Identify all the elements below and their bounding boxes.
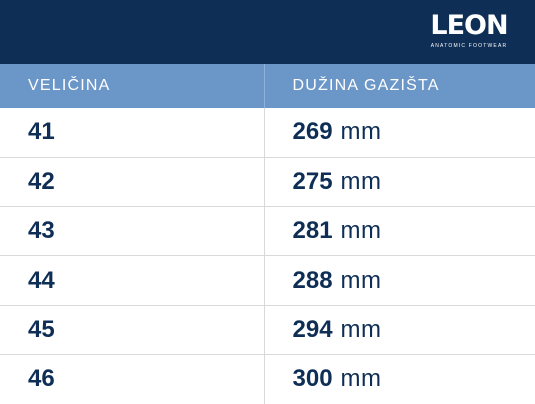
length-value: 269 xyxy=(292,118,333,146)
size-table: VELIČINA DUŽINA GAZIŠTA 41 269 mm 42 275 mm 43… xyxy=(0,64,535,404)
size-cell: 42 xyxy=(0,157,264,208)
length-unit: mm xyxy=(340,365,382,393)
length-unit: mm xyxy=(340,217,382,245)
table-row: 41 269 mm xyxy=(0,108,535,158)
size-cell: 44 xyxy=(0,255,264,306)
size-cell: 41 xyxy=(0,108,264,158)
length-value: 275 xyxy=(292,167,333,195)
length-cell: 269 mm xyxy=(263,108,535,158)
length-cell: 294 mm xyxy=(263,305,535,355)
table-row: 43 281 mm xyxy=(0,206,535,257)
length-unit: mm xyxy=(340,167,382,195)
size-value: 46 xyxy=(28,365,55,393)
length-value: 288 xyxy=(292,266,333,294)
length-cell: 275 mm xyxy=(263,157,535,208)
size-value: 42 xyxy=(28,167,55,195)
length-unit: mm xyxy=(340,315,382,343)
brand-logo: LEON ANATOMIC FOOTWEAR xyxy=(423,12,515,52)
table-row: 46 300 mm xyxy=(0,354,535,404)
brand-tagline: ANATOMIC FOOTWEAR xyxy=(430,43,508,49)
length-value: 281 xyxy=(292,217,333,245)
length-cell: 300 mm xyxy=(263,354,535,404)
length-unit: mm xyxy=(340,266,382,294)
column-header-length: DUŽINA GAZIŠTA xyxy=(263,64,535,108)
size-cell: 43 xyxy=(0,206,264,257)
length-cell: 288 mm xyxy=(263,255,535,306)
table-row: 44 288 mm xyxy=(0,255,535,306)
size-value: 45 xyxy=(28,315,55,343)
page-header: LEON ANATOMIC FOOTWEAR xyxy=(0,0,535,64)
length-value: 300 xyxy=(292,365,333,393)
size-value: 44 xyxy=(28,266,55,294)
table-row: 42 275 mm xyxy=(0,157,535,208)
table-header-row: VELIČINA DUŽINA GAZIŠTA xyxy=(0,64,535,108)
length-unit: mm xyxy=(340,118,382,146)
table-body: 41 269 mm 42 275 mm 43 281 mm 44 288 mm 45 294 mm 46 300… xyxy=(0,108,535,404)
brand-logo-word: LEON xyxy=(430,10,508,41)
size-value: 41 xyxy=(28,118,55,146)
table-row: 45 294 mm xyxy=(0,305,535,355)
size-cell: 46 xyxy=(0,354,264,403)
size-cell: 45 xyxy=(0,305,264,355)
column-header-size: VELIČINA xyxy=(0,64,264,108)
length-cell: 281 mm xyxy=(263,206,535,257)
size-value: 43 xyxy=(28,217,55,245)
length-value: 294 xyxy=(292,315,333,343)
